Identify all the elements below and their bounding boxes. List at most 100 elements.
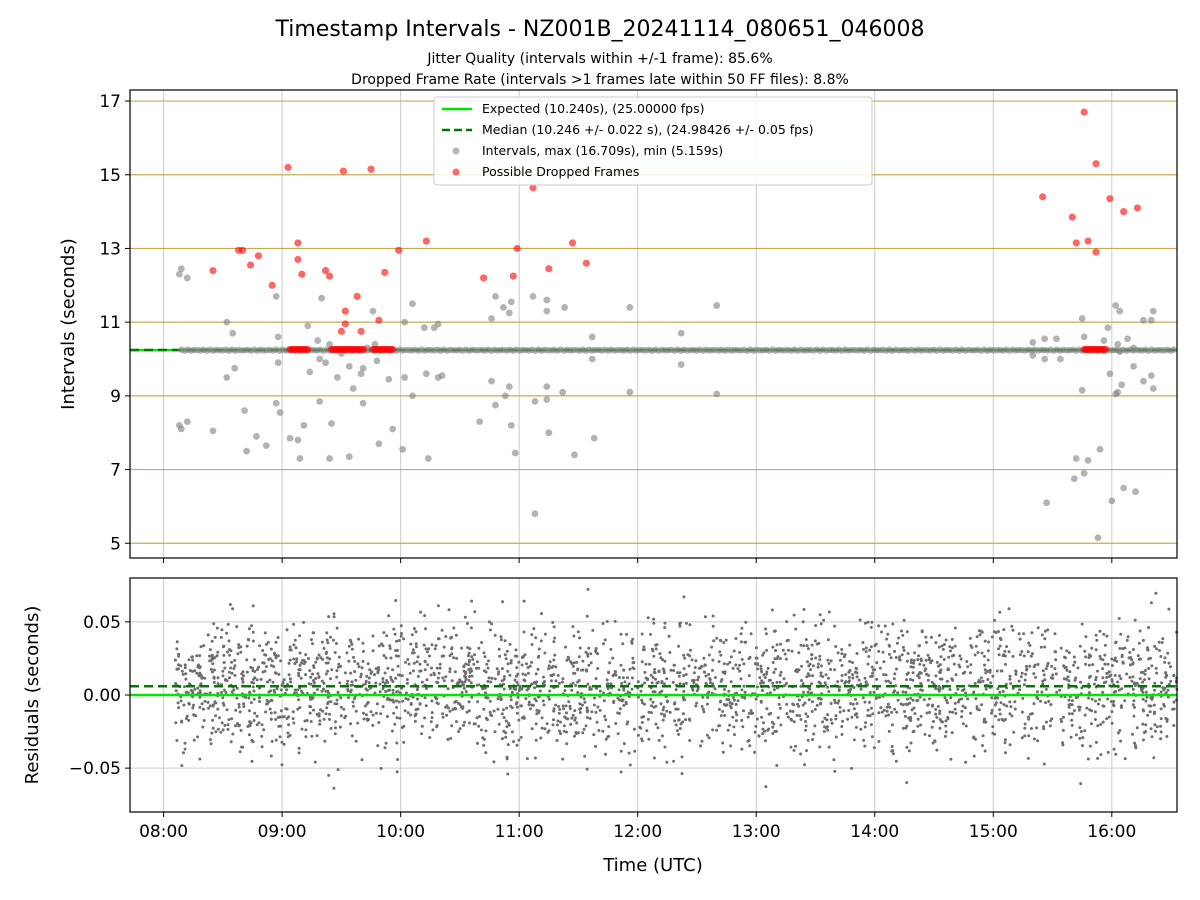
residual-point bbox=[198, 654, 202, 658]
residual-point bbox=[360, 758, 364, 762]
residual-point bbox=[470, 674, 474, 678]
residual-point bbox=[705, 733, 709, 737]
residual-point bbox=[524, 697, 528, 700]
residual-point bbox=[728, 660, 732, 664]
residual-point bbox=[416, 674, 420, 678]
residual-point bbox=[377, 644, 381, 648]
residual-point bbox=[506, 743, 510, 747]
residual-point bbox=[586, 654, 590, 658]
residual-point bbox=[455, 656, 459, 660]
residual-point bbox=[968, 671, 972, 675]
residual-point bbox=[418, 662, 422, 666]
residual-point bbox=[1036, 626, 1040, 630]
residual-point bbox=[950, 646, 954, 650]
residual-point bbox=[327, 615, 331, 619]
residual-point bbox=[584, 650, 588, 654]
residual-point bbox=[353, 659, 357, 663]
residual-point bbox=[247, 733, 251, 737]
residual-point bbox=[523, 653, 527, 657]
residual-point bbox=[874, 697, 878, 700]
residual-point bbox=[476, 660, 479, 664]
residual-point bbox=[644, 662, 648, 666]
residual-point bbox=[621, 642, 625, 646]
residual-point bbox=[877, 624, 881, 628]
residual-point bbox=[589, 661, 593, 665]
residual-point bbox=[1087, 663, 1091, 667]
residual-point bbox=[442, 679, 446, 683]
residual-point bbox=[412, 627, 416, 631]
residual-point bbox=[684, 681, 688, 685]
residual-point bbox=[893, 649, 896, 653]
residual-point bbox=[1067, 679, 1071, 683]
residual-point bbox=[864, 721, 868, 725]
residual-point bbox=[227, 718, 231, 722]
residual-point bbox=[425, 650, 429, 654]
residual-point bbox=[287, 661, 291, 665]
residual-point bbox=[605, 682, 609, 686]
residual-point bbox=[210, 653, 214, 657]
x-axis-label: Time (UTC) bbox=[602, 855, 703, 876]
interval-point bbox=[1124, 335, 1132, 343]
residual-point bbox=[411, 648, 415, 652]
residual-point bbox=[871, 712, 875, 716]
residual-point bbox=[986, 678, 990, 681]
residual-point bbox=[895, 641, 899, 645]
residual-point bbox=[288, 677, 292, 681]
residual-point bbox=[663, 621, 667, 625]
residual-point bbox=[838, 705, 842, 709]
residual-point bbox=[572, 634, 576, 638]
residual-point bbox=[691, 688, 695, 692]
residual-point bbox=[953, 707, 957, 711]
residual-point bbox=[467, 700, 471, 704]
interval-point bbox=[375, 440, 383, 448]
residual-point bbox=[402, 740, 406, 744]
residual-point bbox=[998, 712, 1002, 716]
dropped-frame-point bbox=[246, 261, 255, 269]
residual-point bbox=[787, 638, 790, 642]
residual-point bbox=[415, 660, 419, 664]
residual-point bbox=[614, 670, 618, 674]
residual-point bbox=[734, 719, 738, 723]
residual-point bbox=[398, 716, 402, 720]
residual-point bbox=[1067, 698, 1071, 702]
residual-point bbox=[303, 660, 307, 664]
residual-point bbox=[299, 676, 303, 680]
residual-point bbox=[663, 745, 667, 749]
residual-point bbox=[1064, 677, 1068, 681]
residual-point bbox=[1105, 634, 1109, 638]
residual-point bbox=[1162, 704, 1166, 708]
residual-point bbox=[311, 631, 315, 635]
dropped-frame-point bbox=[321, 266, 330, 275]
residual-point bbox=[1128, 663, 1132, 667]
residual-point bbox=[281, 681, 285, 684]
residual-point bbox=[470, 599, 474, 603]
intervals-y-tick-label: 7 bbox=[110, 461, 121, 481]
residual-point bbox=[894, 656, 898, 659]
residual-point bbox=[480, 641, 484, 644]
residual-point bbox=[402, 637, 406, 641]
residual-point bbox=[1141, 638, 1145, 642]
residual-point bbox=[911, 665, 915, 669]
residual-point bbox=[813, 707, 817, 711]
residual-point bbox=[414, 712, 418, 716]
residual-point bbox=[818, 654, 822, 658]
residual-point bbox=[258, 644, 261, 648]
residual-point bbox=[450, 652, 454, 656]
residual-point bbox=[507, 721, 510, 725]
residual-point bbox=[759, 699, 763, 703]
residual-point bbox=[903, 710, 906, 713]
residual-point bbox=[1089, 654, 1093, 658]
residual-point bbox=[520, 663, 524, 667]
residual-point bbox=[1019, 675, 1023, 679]
residual-point bbox=[676, 707, 680, 711]
residual-point bbox=[640, 632, 644, 636]
residual-point bbox=[467, 668, 471, 672]
residual-point bbox=[949, 757, 953, 761]
interval-point bbox=[438, 372, 446, 379]
residual-point bbox=[990, 711, 993, 715]
residual-point bbox=[381, 680, 385, 684]
residual-point bbox=[855, 712, 859, 716]
residual-point bbox=[1067, 705, 1071, 709]
residual-point bbox=[503, 653, 507, 657]
residual-point bbox=[333, 732, 337, 736]
